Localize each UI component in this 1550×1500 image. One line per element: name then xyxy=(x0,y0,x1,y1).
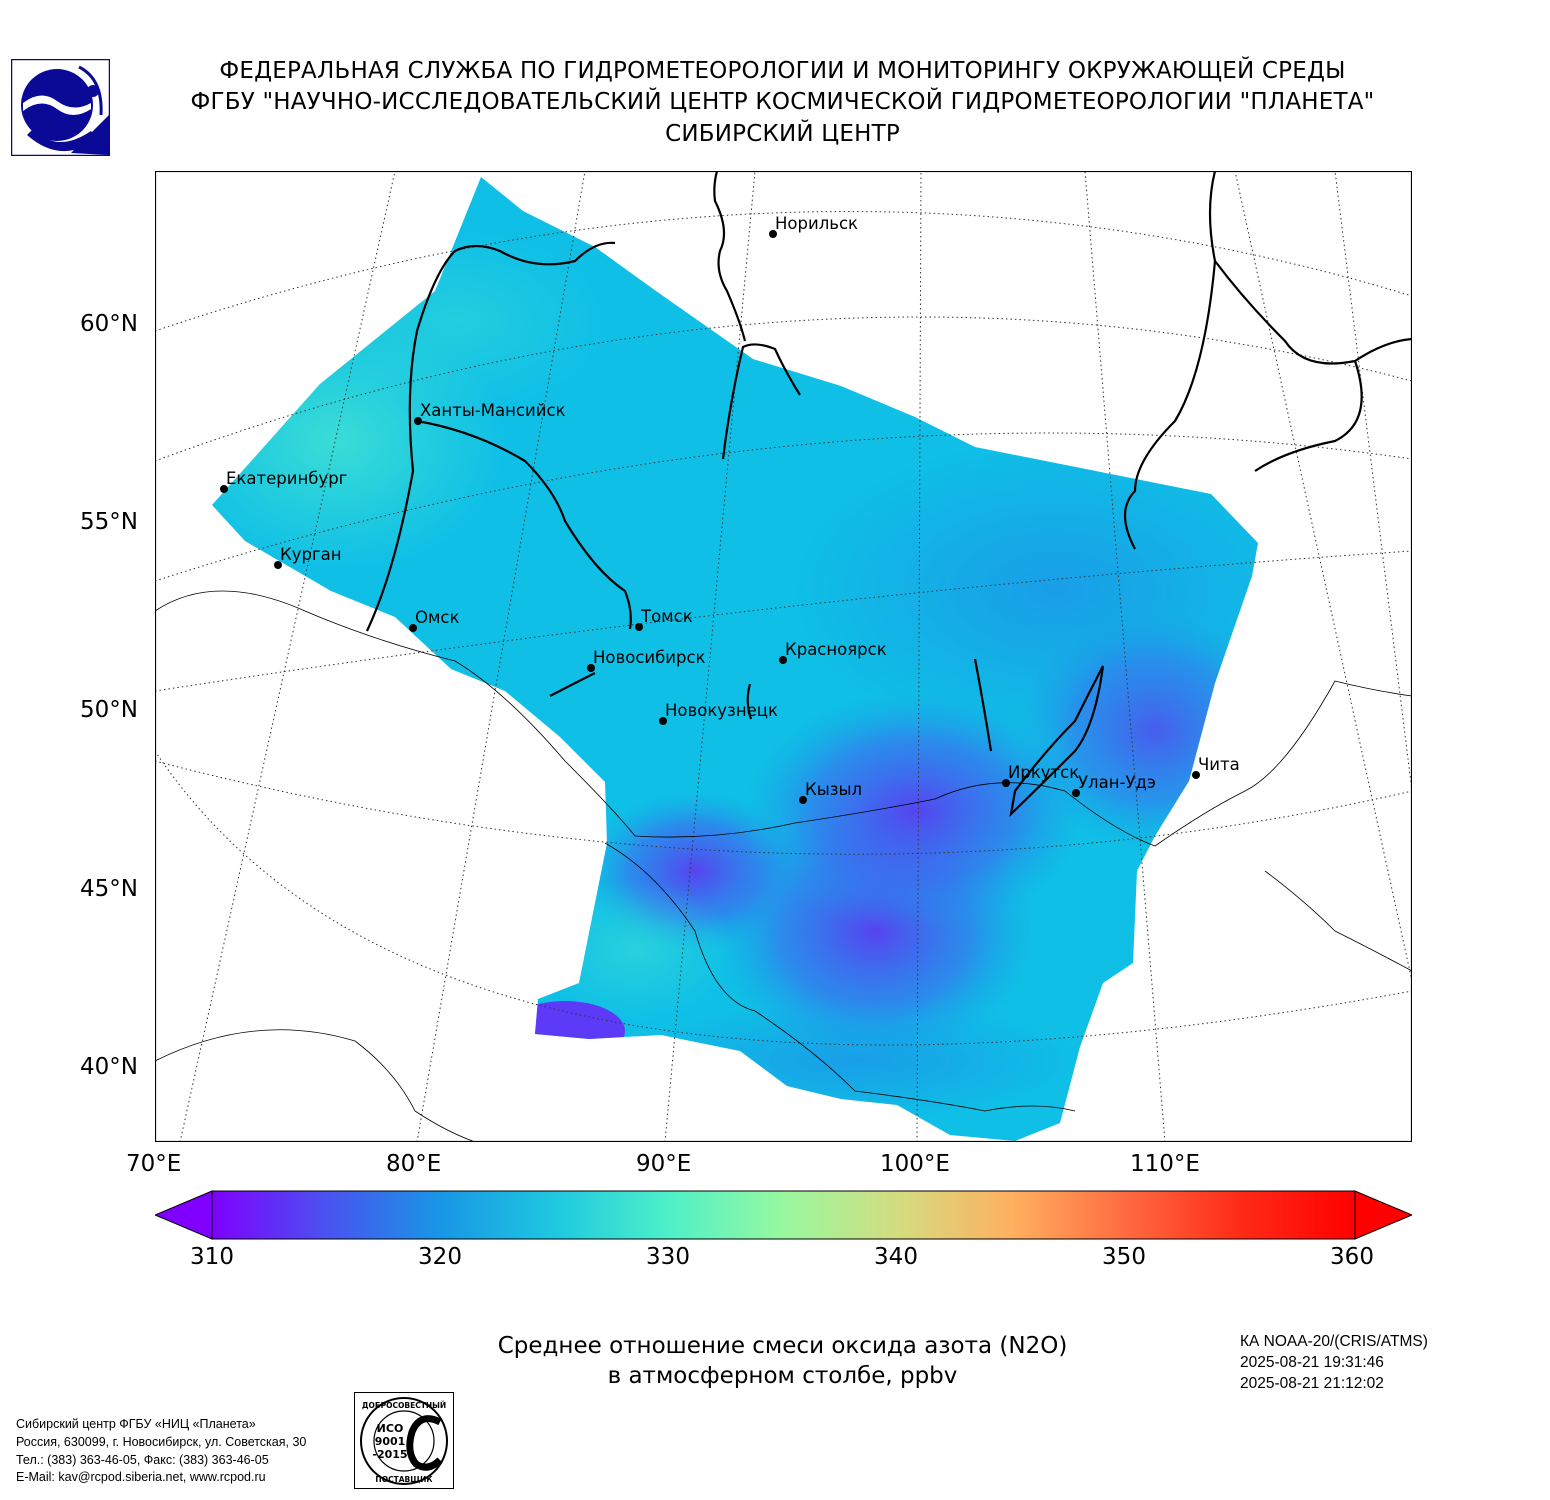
svg-text:ПОСТАВЩИК: ПОСТАВЩИК xyxy=(375,1475,433,1484)
caption-line-2: в атмосферном столбе, ppbv xyxy=(607,1363,958,1389)
colorbar-tick-340: 340 xyxy=(874,1244,918,1270)
rivers xyxy=(366,171,1412,818)
city-marker xyxy=(409,624,417,632)
lat-label-45: 45°N xyxy=(80,876,138,902)
footer-email: E-Mail: kav@rcpod.siberia.net, www.rcpod… xyxy=(16,1470,266,1484)
map-canvas xyxy=(154,170,1413,1143)
footer-org: Сибирский центр ФГБУ «НИЦ «Планета» xyxy=(16,1417,256,1431)
city-label: Чита xyxy=(1198,755,1240,774)
lon-label-70: 70°E xyxy=(126,1151,182,1177)
lon-label-90: 90°E xyxy=(636,1151,692,1177)
graticule xyxy=(155,171,1412,1142)
borders xyxy=(155,590,1412,1142)
colorbar-max-extend xyxy=(1354,1190,1414,1240)
colorbar-min-extend xyxy=(153,1190,213,1240)
header-line-2: ФГБУ "НАУЧНО-ИССЛЕДОВАТЕЛЬСКИЙ ЦЕНТР КОС… xyxy=(190,89,1375,115)
city-label: Ханты-Мансийск xyxy=(420,401,566,420)
city-label: Норильск xyxy=(775,214,859,233)
city-label: Кызыл xyxy=(805,780,863,799)
lat-label-50: 50°N xyxy=(80,697,138,723)
city-marker xyxy=(1002,779,1010,787)
svg-text:ИСО: ИСО xyxy=(377,1422,404,1435)
footer-phone: Тел.: (383) 363-46-05, Факс: (383) 363-4… xyxy=(16,1453,269,1467)
caption-line-1: Среднее отношение смеси оксида азота (N2… xyxy=(497,1333,1068,1359)
city-label: Омск xyxy=(415,608,460,627)
colorbar-tick-350: 350 xyxy=(1102,1244,1146,1270)
iso-badge-top: ДОБРОСОВЕСТНЫЙ xyxy=(362,1401,446,1410)
colorbar xyxy=(153,1190,1414,1240)
colorbar-tick-310: 310 xyxy=(190,1244,234,1270)
map-panel xyxy=(154,170,1413,1143)
header-line-1: ФЕДЕРАЛЬНАЯ СЛУЖБА ПО ГИДРОМЕТЕОРОЛОГИИ … xyxy=(219,58,1346,84)
city-marker xyxy=(779,656,787,664)
colorbar-tick-330: 330 xyxy=(646,1244,690,1270)
city-marker xyxy=(799,796,807,804)
city-label: Красноярск xyxy=(785,640,887,659)
city-marker xyxy=(1072,789,1080,797)
city-label: Новокузнецк xyxy=(665,701,778,720)
footer-address: Россия, 630099, г. Новосибирск, ул. Сове… xyxy=(16,1435,307,1449)
iso-badge: ДОБРОСОВЕСТНЫЙ ИСО 9001 -2015 ПОСТАВЩИК xyxy=(354,1392,454,1489)
svg-text:-2015: -2015 xyxy=(372,1448,407,1461)
city-marker xyxy=(1192,771,1200,779)
map-frame xyxy=(154,170,1413,1143)
city-marker xyxy=(635,623,643,631)
city-label: Улан-Удэ xyxy=(1078,773,1156,792)
city-label: Томск xyxy=(641,607,693,626)
city-label: Новосибирск xyxy=(593,648,706,667)
header-line-3: СИБИРСКИЙ ЦЕНТР xyxy=(665,121,900,147)
city-marker xyxy=(659,717,667,725)
lat-label-40: 40°N xyxy=(80,1054,138,1080)
planeta-logo xyxy=(10,58,111,157)
lon-label-80: 80°E xyxy=(386,1151,442,1177)
city-label: Екатеринбург xyxy=(226,469,348,488)
satellite-name: КА NOAA-20/(CRIS/ATMS) xyxy=(1240,1333,1428,1350)
lon-label-100: 100°E xyxy=(880,1151,950,1177)
timestamp-start: 2025-08-21 19:31:46 xyxy=(1240,1354,1384,1371)
city-label: Курган xyxy=(280,545,342,564)
city-marker xyxy=(274,561,282,569)
city-label: Иркутск xyxy=(1008,763,1080,782)
timestamp-end: 2025-08-21 21:12:02 xyxy=(1240,1375,1384,1392)
lat-label-55: 55°N xyxy=(80,509,138,535)
colorbar-ramp xyxy=(211,1190,1356,1240)
city-marker xyxy=(587,664,595,672)
colorbar-tick-360: 360 xyxy=(1330,1244,1374,1270)
lat-label-60: 60°N xyxy=(80,311,138,337)
city-marker xyxy=(414,417,422,425)
colorbar-tick-320: 320 xyxy=(418,1244,462,1270)
svg-text:9001: 9001 xyxy=(375,1435,406,1448)
city-marker xyxy=(220,485,228,493)
lon-label-110: 110°E xyxy=(1130,1151,1200,1177)
city-marker xyxy=(769,230,777,238)
